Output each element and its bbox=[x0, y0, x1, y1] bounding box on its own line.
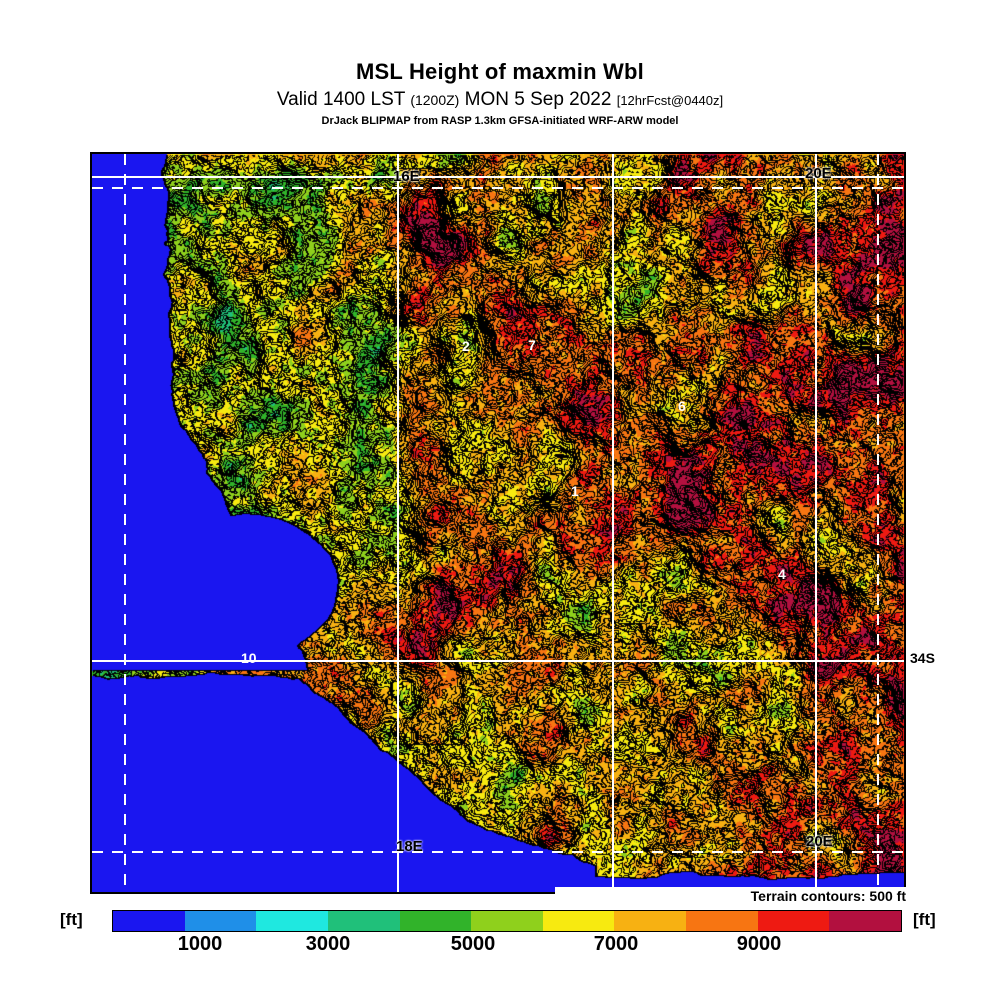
colorbar-swatch-1 bbox=[184, 911, 257, 931]
grid-label-16e: 16E bbox=[393, 168, 420, 185]
colorbar-swatch-2 bbox=[256, 911, 328, 931]
colorbar-swatch-0 bbox=[113, 911, 185, 931]
contour-label-3: 6 bbox=[678, 398, 686, 414]
weather-map[interactable]: 16E 20E 18E 20E 2 7 1 6 8 4 10 bbox=[90, 152, 906, 894]
colorbar-swatch-7 bbox=[614, 911, 687, 931]
domain-box-right bbox=[877, 154, 879, 892]
colorbar-swatch-4 bbox=[399, 911, 472, 931]
colorbar-swatch-8 bbox=[686, 911, 758, 931]
grid-label-20e: 20E bbox=[806, 833, 833, 850]
colorbar-legend: [ft] [ft] 1000 3000 5000 7000 9000 bbox=[0, 905, 1000, 965]
contour-label-0: 2 bbox=[462, 338, 470, 354]
grid-label-18e: 18E bbox=[396, 838, 423, 855]
colorbar-swatches bbox=[112, 910, 902, 932]
colorbar-unit-left: [ft] bbox=[60, 910, 83, 929]
grid-label-20e: 20E bbox=[805, 165, 832, 182]
colorbar-tick-1000: 1000 bbox=[177, 933, 223, 955]
page-title: MSL Height of maxmin Wbl bbox=[356, 59, 644, 84]
valid-time-utc: (1200Z) bbox=[410, 92, 460, 108]
forecast-tag: [12hrFcst@0440z] bbox=[616, 93, 724, 108]
colorbar-swatch-5 bbox=[471, 911, 543, 931]
colorbar-swatch-9 bbox=[757, 911, 830, 931]
colorbar-tick-7000: 7000 bbox=[593, 933, 639, 955]
colorbar-tick-5000: 5000 bbox=[450, 933, 496, 955]
domain-box-top bbox=[92, 187, 904, 189]
domain-box-bottom bbox=[92, 851, 904, 853]
domain-box-left bbox=[124, 154, 126, 892]
contour-label-2: 1 bbox=[571, 483, 579, 499]
model-subtitle: DrJack BLIPMAP from RASP 1.3km GFSA-init… bbox=[321, 115, 679, 127]
valid-time-local: Valid 1400 LST bbox=[276, 89, 411, 110]
map-raster bbox=[92, 154, 904, 892]
contour-label-1: 7 bbox=[528, 337, 536, 353]
valid-date: MON 5 Sep 2022 bbox=[459, 89, 617, 110]
colorbar-swatch-3 bbox=[327, 911, 400, 931]
contour-label-6: 10 bbox=[241, 650, 257, 666]
colorbar-tick-9000: 9000 bbox=[736, 933, 782, 955]
colorbar-tick-3000: 3000 bbox=[305, 933, 351, 955]
colorbar-swatch-10 bbox=[829, 911, 902, 931]
colorbar-unit-right: [ft] bbox=[913, 910, 936, 929]
latitude-label-34s: 34S bbox=[910, 650, 935, 666]
valid-time-line: Valid 1400 LST (1200Z) MON 5 Sep 2022 [1… bbox=[0, 90, 1000, 110]
contour-label-5: 4 bbox=[778, 566, 786, 582]
contour-label-4: 8 bbox=[828, 326, 836, 342]
colorbar-swatch-6 bbox=[542, 911, 615, 931]
title-block: MSL Height of maxmin Wbl Valid 1400 LST … bbox=[0, 0, 1000, 128]
terrain-contour-note: Terrain contours: 500 ft bbox=[555, 887, 910, 906]
